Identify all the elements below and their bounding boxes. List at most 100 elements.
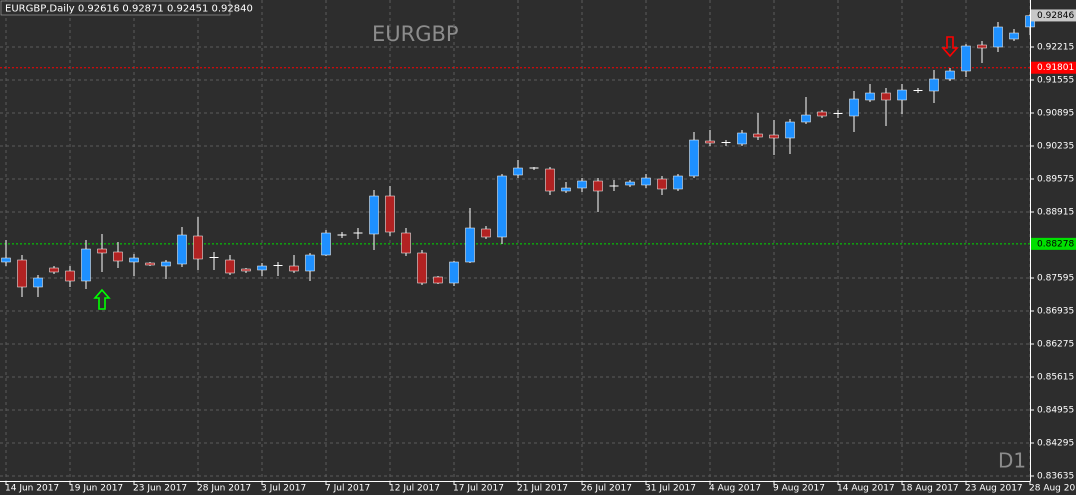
candle-body: [849, 98, 859, 117]
candle-body: [945, 70, 955, 80]
candle-body: [305, 254, 315, 272]
candle-body: [753, 133, 763, 138]
candle-body: [529, 167, 539, 169]
candle-body: [193, 235, 203, 260]
header-box: [0, 0, 231, 16]
x-tick-label: 4 Aug 2017: [709, 484, 761, 494]
candle-body: [545, 168, 555, 192]
axis-labels: 0.92215 0.91555 0.90895 0.90235 0.89575 0.889…: [5, 9, 1076, 494]
x-tick-label: 23 Aug 2017: [965, 484, 1023, 494]
level-label-box: [1031, 237, 1076, 250]
candle-body: [769, 134, 779, 139]
y-tick-label: 0.90895: [1037, 109, 1074, 119]
candle-body: [785, 121, 795, 139]
candle-body: [241, 268, 251, 272]
candle-body: [977, 44, 987, 49]
candle-body: [865, 92, 875, 101]
candle-body: [689, 139, 699, 177]
candle-body: [513, 167, 523, 176]
level-label-box: [1031, 61, 1076, 74]
x-tick-label: 21 Jul 2017: [517, 484, 568, 494]
candle-body: [225, 259, 235, 274]
candle-body: [881, 92, 891, 101]
candles: [0, 14, 1035, 310]
y-tick-label: 0.90235: [1037, 142, 1074, 152]
watermark: EURGBP: [372, 22, 459, 46]
candle-body: [833, 113, 843, 114]
candle-body: [593, 180, 603, 192]
x-tick-label: 26 Jul 2017: [581, 484, 632, 494]
header: EURGBP,Daily 0.92616 0.92871 0.92451 0.9…: [5, 4, 253, 15]
x-tick-label: 14 Aug 2017: [837, 484, 895, 494]
signal-arrow: [93, 288, 111, 310]
candle-body: [1, 257, 11, 263]
x-tick-label: 18 Aug 2017: [901, 484, 959, 494]
x-tick-label: 12 Jul 2017: [389, 484, 440, 494]
candle-body: [257, 265, 267, 271]
y-tick-label: 0.84295: [1037, 439, 1074, 449]
candle-body: [577, 180, 587, 189]
x-tick-label: 31 Jul 2017: [645, 484, 696, 494]
y-tick-label: 0.89575: [1037, 175, 1074, 185]
candle-body: [449, 261, 459, 284]
y-tick-label: 0.83635: [1037, 472, 1074, 482]
candle-body: [625, 181, 635, 186]
price-label-box: [1031, 9, 1076, 22]
x-tick-label: 9 Aug 2017: [773, 484, 825, 494]
candle-body: [561, 187, 571, 192]
x-tick-label: 23 Jun 2017: [133, 484, 187, 494]
candle-body: [657, 178, 667, 190]
x-tick-label: 28 Aug 2017: [1029, 484, 1076, 494]
candle-body: [369, 195, 379, 235]
candle-body: [497, 175, 507, 238]
y-tick-label: 0.88915: [1037, 208, 1074, 218]
x-tick-label: 17 Jul 2017: [453, 484, 504, 494]
y-tick-label: 0.86935: [1037, 307, 1074, 317]
candle-body: [705, 140, 715, 144]
grid: [0, 0, 1031, 481]
candle-body: [673, 175, 683, 190]
candle-body: [49, 267, 59, 273]
candle-body: [929, 78, 939, 92]
candle-body: [737, 132, 747, 145]
y-tick-label: 0.92215: [1037, 43, 1074, 53]
candle-body: [273, 265, 283, 266]
candle-body: [65, 270, 75, 282]
candle-body: [433, 276, 443, 284]
candle-body: [129, 257, 139, 263]
candle-body: [1009, 32, 1019, 40]
candle-body: [913, 90, 923, 91]
candle-body: [289, 265, 299, 272]
x-tick-label: 28 Jun 2017: [197, 484, 251, 494]
candle-body: [817, 111, 827, 117]
x-tick-label: 3 Jul 2017: [261, 484, 306, 494]
price-label: 0.92846: [1037, 11, 1074, 21]
candle-body: [337, 234, 347, 236]
x-tick-label: 7 Jul 2017: [325, 484, 370, 494]
x-tick-label: 14 Jun 2017: [5, 484, 59, 494]
candle-body: [33, 277, 43, 288]
candle-body: [209, 257, 219, 258]
candle-body: [321, 232, 331, 256]
signal-arrow: [941, 36, 959, 58]
candle-body: [177, 234, 187, 265]
x-tick-label: 19 Jun 2017: [69, 484, 123, 494]
candle-body: [161, 261, 171, 267]
candle-body: [961, 45, 971, 72]
candle-body: [113, 251, 123, 262]
level-label: 0.88278: [1037, 239, 1074, 249]
y-tick-label: 0.84955: [1037, 406, 1074, 416]
candle-body: [145, 262, 155, 266]
candle-body: [481, 228, 491, 238]
candle-body: [897, 89, 907, 101]
y-tick-label: 0.87595: [1037, 274, 1074, 284]
y-tick-label: 0.86275: [1037, 340, 1074, 350]
candle-body: [401, 232, 411, 254]
candle-body: [417, 252, 427, 284]
candle-body: [801, 114, 811, 123]
candle-body: [609, 185, 619, 187]
candle-body: [465, 227, 475, 263]
candle-body: [353, 232, 363, 234]
